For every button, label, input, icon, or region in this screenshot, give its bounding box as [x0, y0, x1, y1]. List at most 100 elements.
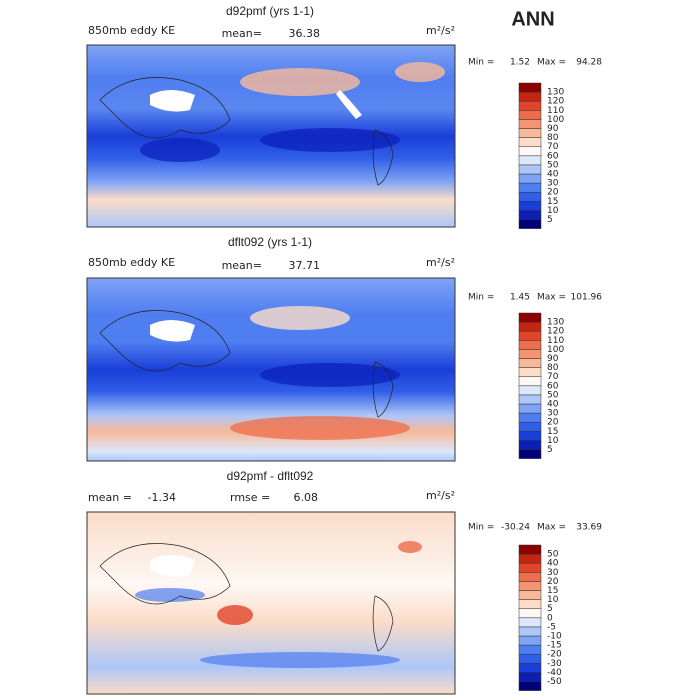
colorbar-box: [518, 562, 542, 573]
units: m²/s²: [426, 24, 455, 37]
colorbar-label: 110: [547, 336, 564, 346]
colorbar-label: 5: [547, 215, 553, 225]
colorbar-label: 70: [547, 142, 559, 152]
colorbar-box: [518, 137, 542, 147]
field-label: 850mb eddy KE: [88, 256, 175, 269]
colorbar-box: [518, 182, 542, 193]
colorbar-label: 10: [547, 595, 559, 605]
colorbar-label: -15: [547, 641, 562, 651]
colorbar-label: 130: [547, 88, 564, 98]
colorbar-label: 70: [547, 372, 559, 382]
colorbar-box: [518, 128, 542, 138]
colorbar-label: 10: [547, 436, 559, 446]
units: m²/s²: [426, 256, 455, 269]
colorbar-box: [518, 663, 542, 673]
colorbar-box: [518, 644, 542, 655]
colorbar-box: [518, 164, 542, 175]
colorbar-label: 100: [547, 345, 564, 355]
stat-value: -1.34: [148, 491, 176, 504]
colorbar-box: [518, 572, 542, 582]
colorbar-label: 50: [547, 550, 559, 560]
colorbar-label: 20: [547, 418, 559, 428]
colorbar-label: 50: [547, 390, 559, 400]
colorbar-label: 15: [547, 586, 558, 596]
colorbar-box: [518, 312, 542, 323]
colorbar-label: 20: [547, 188, 559, 198]
colorbar-box: [518, 440, 542, 450]
stat-label: mean=: [222, 259, 262, 272]
colorbar-label: -20: [547, 650, 562, 660]
colorbar-label: -10: [547, 632, 562, 642]
colorbar-box: [518, 421, 542, 432]
colorbar-label: 50: [547, 160, 559, 170]
colorbar-label: 120: [547, 97, 564, 107]
colorbar-label: 15: [547, 427, 558, 437]
colorbar-box: [518, 376, 542, 387]
colorbar-box: [518, 100, 542, 111]
map-3: [86, 511, 456, 695]
colorbar-box: [518, 358, 542, 368]
colorbar-label: 5: [547, 604, 553, 614]
colorbar-box: [518, 394, 542, 405]
min-label: Min =: [468, 293, 494, 303]
max-value: 101.96: [571, 293, 603, 303]
colorbar-box: [518, 553, 542, 564]
colorbar-label: 30: [547, 409, 559, 419]
colorbar-box: [518, 635, 542, 646]
units: m²/s²: [426, 489, 455, 502]
colorbar-label: -5: [547, 622, 556, 632]
colorbar-box: [518, 581, 542, 591]
colorbar-box: [518, 403, 542, 414]
min-value: 1.45: [510, 293, 530, 303]
max-value: 94.28: [576, 58, 602, 68]
colorbar-box: [518, 653, 542, 664]
colorbar-box: [518, 672, 542, 682]
colorbar-box: [518, 599, 542, 609]
colorbar-label: 5: [547, 445, 553, 455]
season: ANN: [511, 8, 554, 30]
min-value: -30.24: [501, 523, 530, 533]
colorbar-box: [518, 367, 542, 377]
colorbar-box: [518, 544, 542, 555]
colorbar-label: 100: [547, 115, 564, 125]
colorbar-box: [518, 219, 542, 229]
max-label: Max =: [537, 293, 566, 303]
colorbar-box: [518, 449, 542, 459]
colorbar-label: 40: [547, 170, 559, 180]
stat-label: mean=: [222, 27, 262, 40]
colorbar-box: [518, 330, 542, 341]
stat-label: rmse =: [230, 491, 270, 504]
map-1: [86, 44, 456, 228]
colorbar-box: [518, 681, 542, 691]
min-label: Min =: [468, 58, 494, 68]
colorbar-box: [518, 155, 542, 166]
colorbar-box: [518, 119, 542, 129]
colorbar-box: [518, 201, 542, 211]
colorbar-box: [518, 91, 542, 102]
colorbar-label: 120: [547, 327, 564, 337]
min-label: Min =: [468, 523, 494, 533]
colorbar-label: -40: [547, 668, 562, 678]
colorbar-label: 10: [547, 206, 559, 216]
colorbar-box: [518, 590, 542, 600]
colorbar-label: 40: [547, 559, 559, 569]
colorbar-box: [518, 191, 542, 202]
colorbar-box: [518, 349, 542, 359]
colorbar-label: 80: [547, 133, 559, 143]
panel-title: dflt092 (yrs 1-1): [228, 235, 312, 249]
field-label: 850mb eddy KE: [88, 24, 175, 37]
colorbar-label: 30: [547, 179, 559, 189]
colorbar-label: 130: [547, 318, 564, 328]
colorbar-box: [518, 617, 542, 628]
colorbar-label: 20: [547, 577, 559, 587]
panel-title: d92pmf (yrs 1-1): [226, 4, 314, 18]
colorbar-label: -50: [547, 677, 562, 687]
colorbar-box: [518, 431, 542, 441]
colorbar-label: 60: [547, 151, 559, 161]
colorbar-box: [518, 412, 542, 423]
colorbar-box: [518, 608, 542, 619]
colorbar-box: [518, 210, 542, 220]
colorbar-box: [518, 626, 542, 637]
panel-title: d92pmf - dflt092: [227, 469, 314, 483]
